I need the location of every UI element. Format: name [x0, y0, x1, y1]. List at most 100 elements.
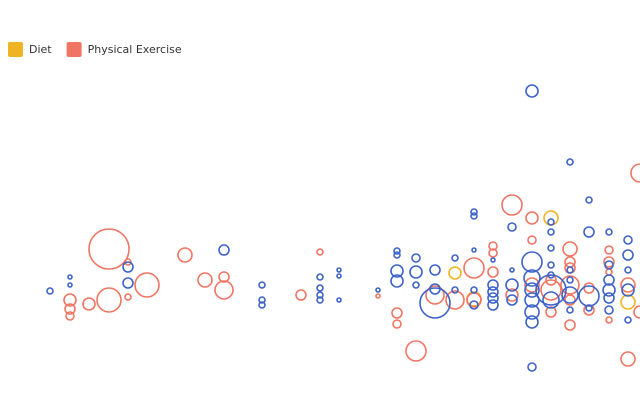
- bubble: [393, 247, 401, 255]
- bubble: [585, 196, 593, 204]
- bubble: [583, 282, 595, 294]
- bubble: [471, 247, 477, 253]
- bubble: [82, 297, 96, 311]
- bubble: [560, 275, 580, 295]
- legend-label: Diet: [29, 43, 52, 56]
- bubble: [466, 292, 482, 308]
- bubble: [336, 267, 342, 273]
- bubble: [603, 274, 615, 286]
- bubble: [535, 274, 567, 306]
- bubble: [65, 311, 75, 321]
- bubble: [218, 271, 230, 283]
- bubble: [585, 304, 593, 312]
- bubble: [67, 274, 73, 280]
- bubble: [445, 290, 465, 310]
- bubble: [487, 286, 499, 298]
- bubble: [392, 319, 402, 329]
- bubble: [509, 267, 515, 273]
- bubble: [391, 307, 403, 319]
- legend-swatch: [66, 42, 82, 57]
- bubble: [316, 284, 324, 292]
- bubble: [566, 266, 574, 274]
- bubble: [603, 256, 615, 268]
- bubble: [566, 306, 574, 314]
- bubble: [505, 278, 519, 292]
- bubble: [564, 294, 576, 306]
- bubble: [542, 291, 560, 309]
- bubble: [448, 266, 462, 280]
- bubble: [451, 286, 459, 294]
- bubble: [124, 258, 132, 266]
- bubble: [470, 208, 478, 216]
- bubble: [214, 280, 234, 300]
- bubble: [429, 264, 441, 276]
- bubble: [46, 287, 54, 295]
- bubble: [527, 362, 537, 372]
- bubble: [411, 253, 421, 263]
- bubble: [604, 245, 614, 255]
- bubble: [490, 257, 496, 263]
- bubble: [375, 287, 381, 293]
- bubble: [122, 261, 134, 273]
- bubble: [624, 316, 632, 324]
- bubble: [505, 288, 519, 302]
- legend-swatch: [8, 42, 23, 57]
- bubble: [620, 277, 636, 293]
- bubble: [469, 300, 479, 310]
- bubble: [134, 272, 160, 298]
- bubble: [63, 293, 77, 307]
- bubble: [425, 285, 445, 305]
- bubble: [375, 293, 381, 299]
- bubble: [419, 287, 451, 319]
- bubble: [409, 265, 423, 279]
- bubble: [543, 210, 559, 226]
- bubble: [620, 351, 636, 367]
- bubble: [525, 84, 539, 98]
- bubble: [605, 268, 613, 276]
- bubble: [621, 283, 635, 297]
- bubble: [506, 294, 518, 306]
- bubble: [525, 315, 539, 329]
- bubble: [622, 249, 634, 261]
- bubble: [122, 277, 134, 289]
- bubble: [602, 283, 616, 297]
- bubble: [524, 277, 540, 293]
- bubble: [487, 299, 499, 311]
- bubble: [564, 319, 576, 331]
- bubble: [525, 211, 539, 225]
- bubble: [488, 248, 498, 258]
- bubble: [258, 301, 266, 309]
- bubble: [603, 292, 615, 304]
- bubble: [197, 272, 213, 288]
- bubble: [295, 289, 307, 301]
- bubble: [578, 285, 600, 307]
- bubble: [633, 305, 640, 319]
- bubble: [604, 305, 614, 315]
- bubble: [96, 287, 122, 313]
- bubble: [258, 281, 266, 289]
- bubble: [564, 262, 576, 274]
- bubble: [67, 282, 73, 288]
- bubble: [566, 276, 574, 284]
- bubble: [393, 251, 401, 259]
- bubble: [547, 228, 555, 236]
- bubble: [470, 286, 478, 294]
- bubble: [561, 286, 579, 304]
- bubble: [405, 340, 427, 362]
- bubble: [124, 293, 132, 301]
- bubble: [540, 279, 562, 301]
- bubble: [488, 241, 498, 251]
- bubble: [562, 241, 578, 257]
- bubble: [390, 264, 404, 278]
- bubble: [218, 244, 230, 256]
- bubble: [316, 296, 324, 304]
- bubble: [547, 261, 555, 269]
- bubble: [412, 281, 420, 289]
- bubble: [545, 306, 557, 318]
- bubble: [583, 226, 595, 238]
- bubble: [624, 266, 632, 274]
- bubble: [487, 279, 499, 291]
- bubble: [463, 257, 485, 279]
- bubble: [623, 235, 633, 245]
